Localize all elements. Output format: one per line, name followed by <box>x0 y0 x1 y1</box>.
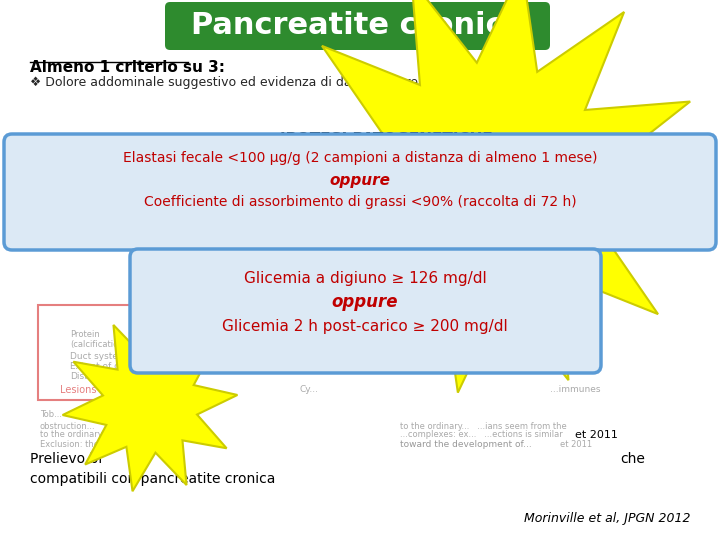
Text: oppure: oppure <box>330 172 390 187</box>
Text: Prelievo bi: Prelievo bi <box>30 452 102 466</box>
Text: Cy...: Cy... <box>300 385 319 394</box>
Text: Exclusion: the sm...: Exclusion: the sm... <box>40 440 122 449</box>
Text: oppure: oppure <box>332 293 398 311</box>
Text: et 2011: et 2011 <box>560 440 592 449</box>
Text: IPOTESI PATOGENETICHE:: IPOTESI PATOGENETICHE: <box>281 132 500 147</box>
Text: Glicemia a digiuno ≥ 126 mg/dl: Glicemia a digiuno ≥ 126 mg/dl <box>243 271 487 286</box>
Text: Distribution: Distribution <box>70 372 123 381</box>
Polygon shape <box>277 0 703 393</box>
Text: Lesions: Lesions <box>60 385 96 395</box>
Text: to the ordinary fl...: to the ordinary fl... <box>40 430 119 439</box>
Text: Glicemia 2 h post-carico ≥ 200 mg/dl: Glicemia 2 h post-carico ≥ 200 mg/dl <box>222 319 508 334</box>
FancyBboxPatch shape <box>165 2 550 50</box>
Text: -Necrosis- fibrosis:: -Necrosis- fibrosis: <box>260 154 422 170</box>
Text: Extent of gland: Extent of gland <box>70 362 140 371</box>
Text: Almeno 1 criterio su 3:: Almeno 1 criterio su 3: <box>30 60 225 75</box>
Text: compatibili con pancreatite cronica: compatibili con pancreatite cronica <box>30 472 275 486</box>
Text: ...immunes: ...immunes <box>550 385 600 394</box>
Text: Pancreatite cronica: Pancreatite cronica <box>192 11 525 40</box>
Text: toward the development of...: toward the development of... <box>400 440 532 449</box>
Text: Protein
(calcification): Protein (calcification) <box>70 330 127 349</box>
Text: ❖ Dolore addominale suggestivo ed evidenza di danni pancreatici: ❖ Dolore addominale suggestivo ed eviden… <box>30 76 445 89</box>
FancyBboxPatch shape <box>130 249 601 373</box>
Text: che: che <box>620 452 645 466</box>
Polygon shape <box>63 319 238 491</box>
Text: Morinville et al, JPGN 2012: Morinville et al, JPGN 2012 <box>523 512 690 525</box>
Text: Tob...: Tob... <box>40 410 62 419</box>
Text: “repeated episodes of: “repeated episodes of <box>420 155 572 169</box>
Text: acute inflammation → chronic p…”: acute inflammation → chronic p…” <box>269 173 510 187</box>
FancyBboxPatch shape <box>4 134 716 250</box>
Text: obstruction...: obstruction... <box>40 422 96 431</box>
Text: et 2011: et 2011 <box>575 430 618 440</box>
Text: Elastasi fecale <100 μg/g (2 campioni a distanza di almeno 1 mese): Elastasi fecale <100 μg/g (2 campioni a … <box>122 151 598 165</box>
Text: Coefficiente di assorbimento di grassi <90% (raccolta di 72 h): Coefficiente di assorbimento di grassi <… <box>144 195 576 209</box>
Text: to the ordinary...   ...ians seem from the: to the ordinary... ...ians seem from the <box>400 422 567 431</box>
Text: Duct system: Duct system <box>70 352 127 361</box>
Text: ...complexes: ex...   ...ections is similar: ...complexes: ex... ...ections is simila… <box>400 430 563 439</box>
